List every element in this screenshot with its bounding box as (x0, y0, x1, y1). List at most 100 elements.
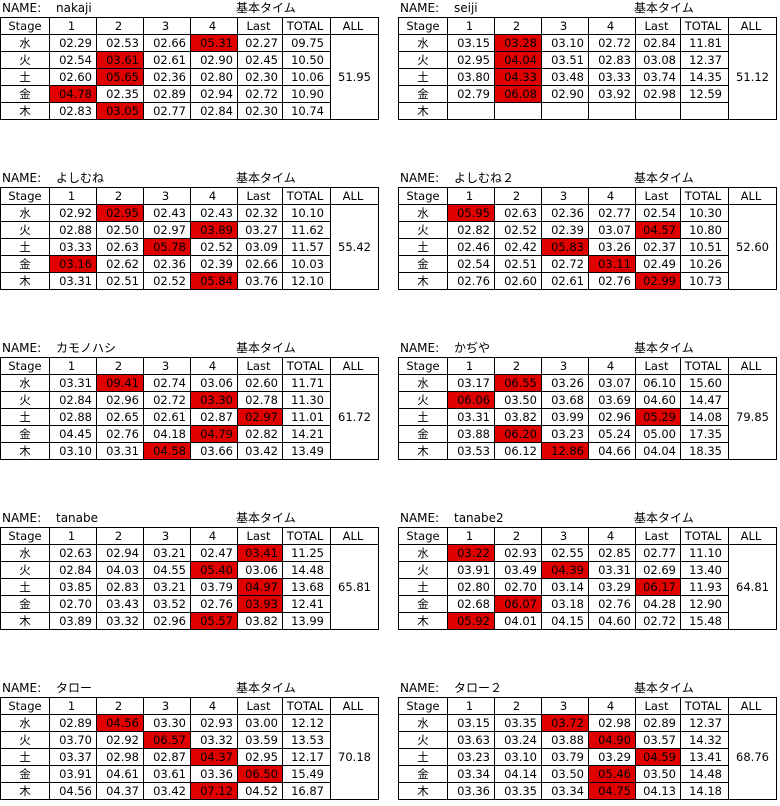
table-row: 土 03.85 02.83 03.21 03.79 04.97 13.68 (0, 578, 379, 596)
time-cell: 06.07 (494, 595, 542, 613)
time-cell: 02.95 (96, 204, 144, 222)
total-cell: 10.80 (680, 221, 729, 239)
time-cell: 12.86 (541, 442, 589, 460)
header-row: Stage 1 2 3 4 Last TOTAL ALL (0, 357, 379, 375)
total-cell: 18.35 (680, 442, 729, 460)
time-cell: 03.66 (190, 442, 238, 460)
stage-day: 木 (0, 782, 50, 800)
time-cell: 02.63 (49, 544, 97, 562)
stage-3-header: 3 (143, 187, 191, 205)
stage-day: 土 (0, 238, 50, 256)
table-row: 木 03.89 03.32 02.96 05.57 03.82 13.99 (0, 612, 379, 630)
stage-header: Stage (398, 17, 448, 35)
last-header: Last (635, 697, 681, 715)
stage-day: 土 (0, 408, 50, 426)
time-cell: 03.49 (494, 561, 542, 579)
score-block: NAME: よしむね 基本タイム Stage 1 2 3 4 Last TOTAL ALL 水 02.9… (0, 170, 380, 290)
time-cell: 05.46 (588, 765, 636, 783)
total-header: TOTAL (282, 697, 331, 715)
time-cell: 02.78 (237, 391, 283, 409)
stage-header: Stage (0, 527, 50, 545)
stage-day: 金 (398, 85, 448, 103)
time-cell: 03.79 (190, 578, 238, 596)
time-cell: 02.51 (494, 255, 542, 273)
stage-1-header: 1 (447, 187, 495, 205)
table-row: 金 04.45 02.76 04.18 04.79 02.82 14.21 (0, 425, 379, 443)
table-row: 木 03.53 06.12 12.86 04.66 04.04 18.35 (398, 442, 777, 460)
all-total: 68.76 (728, 714, 777, 800)
time-table: Stage 1 2 3 4 Last TOTAL ALL 水 02.29 02.53 02.66 05.… (0, 17, 379, 120)
time-cell: 02.54 (49, 51, 97, 69)
time-cell: 02.42 (494, 238, 542, 256)
time-cell: 03.82 (237, 612, 283, 630)
table-row: 火 02.84 02.96 02.72 03.30 02.78 11.30 (0, 391, 379, 409)
table-row: 金 02.70 03.43 03.52 02.76 03.93 12.41 (0, 595, 379, 613)
total-header: TOTAL (680, 187, 729, 205)
all-header: ALL (728, 357, 777, 375)
total-header: TOTAL (282, 187, 331, 205)
time-cell: 02.52 (190, 238, 238, 256)
all-header: ALL (728, 697, 777, 715)
time-table: Stage 1 2 3 4 Last TOTAL ALL 水 03.17 06.55 03.26 03.… (398, 357, 777, 460)
time-cell: 03.70 (49, 731, 97, 749)
table-row: 土 03.80 04.33 03.48 03.33 03.74 14.35 (398, 68, 777, 86)
time-cell: 03.26 (588, 238, 636, 256)
time-cell: 03.42 (143, 782, 191, 800)
total-cell: 11.81 (680, 34, 729, 52)
stage-day: 水 (398, 374, 448, 392)
time-table: Stage 1 2 3 4 Last TOTAL ALL 水 03.31 09.41 02.74 03.… (0, 357, 379, 460)
stage-day: 水 (398, 544, 448, 562)
time-cell: 02.92 (49, 204, 97, 222)
block-header: NAME: よしむね２ 基本タイム (398, 170, 778, 187)
time-cell: 03.07 (588, 374, 636, 392)
time-cell: 02.54 (447, 255, 495, 273)
time-cell: 02.88 (49, 221, 97, 239)
time-cell: 04.60 (588, 612, 636, 630)
all-header: ALL (728, 527, 777, 545)
time-cell: 02.60 (494, 272, 542, 290)
header-row: Stage 1 2 3 4 Last TOTAL ALL (0, 187, 379, 205)
time-cell: 04.59 (635, 748, 681, 766)
stage-day: 金 (0, 255, 50, 273)
stage-3-header: 3 (143, 527, 191, 545)
stage-day: 木 (398, 612, 448, 630)
time-cell: 02.72 (588, 34, 636, 52)
table-row: 水 02.92 02.95 02.43 02.43 02.32 10.10 55.42 (0, 204, 379, 290)
player-name: よしむね (56, 171, 105, 185)
time-cell: 03.30 (143, 714, 191, 732)
time-cell: 04.57 (635, 221, 681, 239)
time-cell: 02.77 (635, 544, 681, 562)
time-cell: 02.36 (541, 204, 589, 222)
time-cell: 05.00 (635, 425, 681, 443)
total-header: TOTAL (680, 17, 729, 35)
stage-3-header: 3 (541, 17, 589, 35)
time-cell: 06.17 (635, 578, 681, 596)
total-cell: 14.47 (680, 391, 729, 409)
time-cell: 02.80 (447, 578, 495, 596)
stage-day: 金 (398, 595, 448, 613)
time-cell: 03.41 (237, 544, 283, 562)
header-row: Stage 1 2 3 4 Last TOTAL ALL (398, 187, 777, 205)
time-cell: 03.29 (588, 578, 636, 596)
time-cell: 02.74 (143, 374, 191, 392)
time-cell: 02.88 (49, 408, 97, 426)
table-row: 土 02.88 02.65 02.61 02.87 02.97 11.01 (0, 408, 379, 426)
time-cell: 04.39 (541, 561, 589, 579)
base-time-label: 基本タイム (634, 681, 694, 695)
header-row: Stage 1 2 3 4 Last TOTAL ALL (0, 527, 379, 545)
base-time-label: 基本タイム (634, 511, 694, 525)
time-cell: 02.70 (494, 578, 542, 596)
stage-day: 金 (398, 425, 448, 443)
stage-header: Stage (398, 187, 448, 205)
time-cell: 02.36 (143, 255, 191, 273)
time-cell: 03.06 (190, 374, 238, 392)
total-cell: 11.25 (282, 544, 331, 562)
block-header: NAME: タロー２ 基本タイム (398, 680, 778, 697)
time-cell (588, 102, 636, 120)
total-cell: 10.90 (282, 85, 331, 103)
time-cell: 04.56 (49, 782, 97, 800)
time-cell: 03.36 (447, 782, 495, 800)
time-cell: 03.23 (541, 425, 589, 443)
stage-3-header: 3 (541, 527, 589, 545)
time-cell: 03.61 (143, 765, 191, 783)
